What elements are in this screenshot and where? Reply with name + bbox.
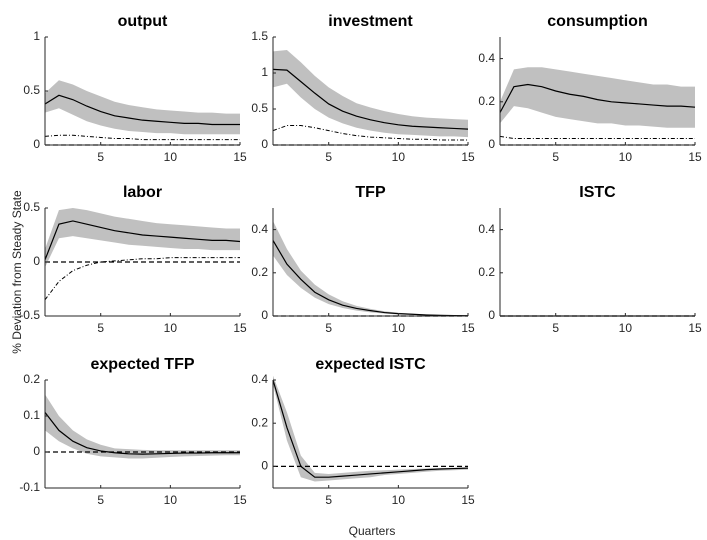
x-tick-label: 15 xyxy=(688,150,702,164)
series-line xyxy=(272,240,469,317)
series-line xyxy=(44,220,241,261)
y-tick-label: 0.1 xyxy=(23,408,40,422)
x-tick-label: 10 xyxy=(619,321,633,335)
subplot-title: output xyxy=(118,13,168,30)
subplot-title: labor xyxy=(123,184,162,201)
subplot-title: consumption xyxy=(547,13,647,30)
y-tick-label: 0 xyxy=(261,308,268,322)
x-tick-label: 15 xyxy=(233,150,247,164)
x-tick-label: 5 xyxy=(325,493,332,507)
series-line xyxy=(272,68,469,130)
x-tick-label: 5 xyxy=(552,321,559,335)
subplot-title: expected ISTC xyxy=(315,356,426,373)
x-tick-label: 15 xyxy=(233,321,247,335)
y-tick-label: 1 xyxy=(33,29,40,43)
x-tick-label: 10 xyxy=(164,493,178,507)
x-tick-label: 10 xyxy=(164,150,178,164)
x-tick-label: 5 xyxy=(325,150,332,164)
x-tick-label: 5 xyxy=(325,321,332,335)
series-line xyxy=(44,412,240,455)
y-tick-label: 0.2 xyxy=(251,265,268,279)
y-tick-label: 0.2 xyxy=(478,94,495,108)
y-tick-label: 0 xyxy=(33,444,40,458)
y-tick-label: 0.4 xyxy=(478,51,495,65)
series-line xyxy=(499,135,695,140)
y-tick-label: 0 xyxy=(33,137,40,151)
series-line xyxy=(44,134,240,141)
x-tick-label: 15 xyxy=(461,150,475,164)
confidence-band xyxy=(45,208,240,268)
series-line xyxy=(272,125,468,141)
x-tick-label: 10 xyxy=(164,321,178,335)
y-tick-label: 0.4 xyxy=(251,372,268,386)
x-tick-label: 15 xyxy=(233,493,247,507)
confidence-band xyxy=(45,80,240,135)
x-tick-label: 15 xyxy=(461,493,475,507)
series-line xyxy=(44,94,240,126)
y-tick-label: 0 xyxy=(488,308,495,322)
confidence-band xyxy=(273,220,468,316)
x-tick-label: 10 xyxy=(619,150,633,164)
series-line xyxy=(44,257,240,301)
y-tick-label: 0.5 xyxy=(23,83,40,97)
y-tick-label: 0.5 xyxy=(23,200,40,214)
x-tick-label: 5 xyxy=(552,150,559,164)
y-tick-label: 0 xyxy=(488,137,495,151)
y-tick-label: -0.1 xyxy=(19,480,40,494)
y-tick-label: 0 xyxy=(261,137,268,151)
y-tick-label: 0.4 xyxy=(251,222,268,236)
x-axis-label: Quarters xyxy=(349,524,396,538)
series-line xyxy=(272,379,469,478)
x-tick-label: 10 xyxy=(392,150,406,164)
x-tick-label: 15 xyxy=(688,321,702,335)
x-tick-label: 5 xyxy=(97,150,104,164)
y-tick-label: 0 xyxy=(33,254,40,268)
x-tick-label: 5 xyxy=(97,493,104,507)
series-line xyxy=(499,83,696,113)
subplot-title: ISTC xyxy=(579,184,616,201)
y-tick-label: 1 xyxy=(261,65,268,79)
subplot-title: TFP xyxy=(355,184,386,201)
y-tick-label: 0.2 xyxy=(478,265,495,279)
y-tick-label: 0.2 xyxy=(23,372,40,386)
x-tick-label: 10 xyxy=(392,493,406,507)
y-tick-label: 1.5 xyxy=(251,29,268,43)
y-tick-label: 0.5 xyxy=(251,101,268,115)
y-tick-label: 0 xyxy=(261,459,268,473)
x-tick-label: 5 xyxy=(97,321,104,335)
x-tick-label: 10 xyxy=(392,321,406,335)
y-tick-label: 0.4 xyxy=(478,222,495,236)
y-tick-label: 0.2 xyxy=(251,415,268,429)
confidence-band xyxy=(45,394,240,459)
x-tick-label: 15 xyxy=(461,321,475,335)
subplot-title: expected TFP xyxy=(90,356,194,373)
y-axis-label: % Deviation from Steady State xyxy=(10,190,24,354)
confidence-band xyxy=(500,67,695,128)
subplot-title: investment xyxy=(328,13,413,30)
y-tick-label: -0.5 xyxy=(19,308,40,322)
